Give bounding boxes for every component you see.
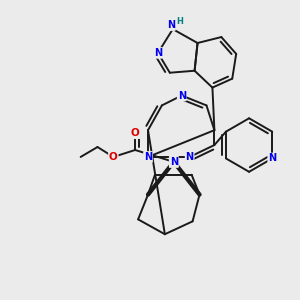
Text: N: N (170, 157, 178, 167)
Text: N: N (268, 153, 276, 164)
Text: H: H (176, 17, 183, 26)
Text: O: O (109, 152, 118, 162)
Text: N: N (154, 48, 162, 58)
Text: N: N (144, 152, 152, 162)
Text: N: N (186, 152, 194, 162)
Text: N: N (167, 20, 175, 30)
Text: N: N (170, 157, 178, 167)
Text: N: N (178, 91, 186, 100)
Text: O: O (131, 128, 140, 138)
